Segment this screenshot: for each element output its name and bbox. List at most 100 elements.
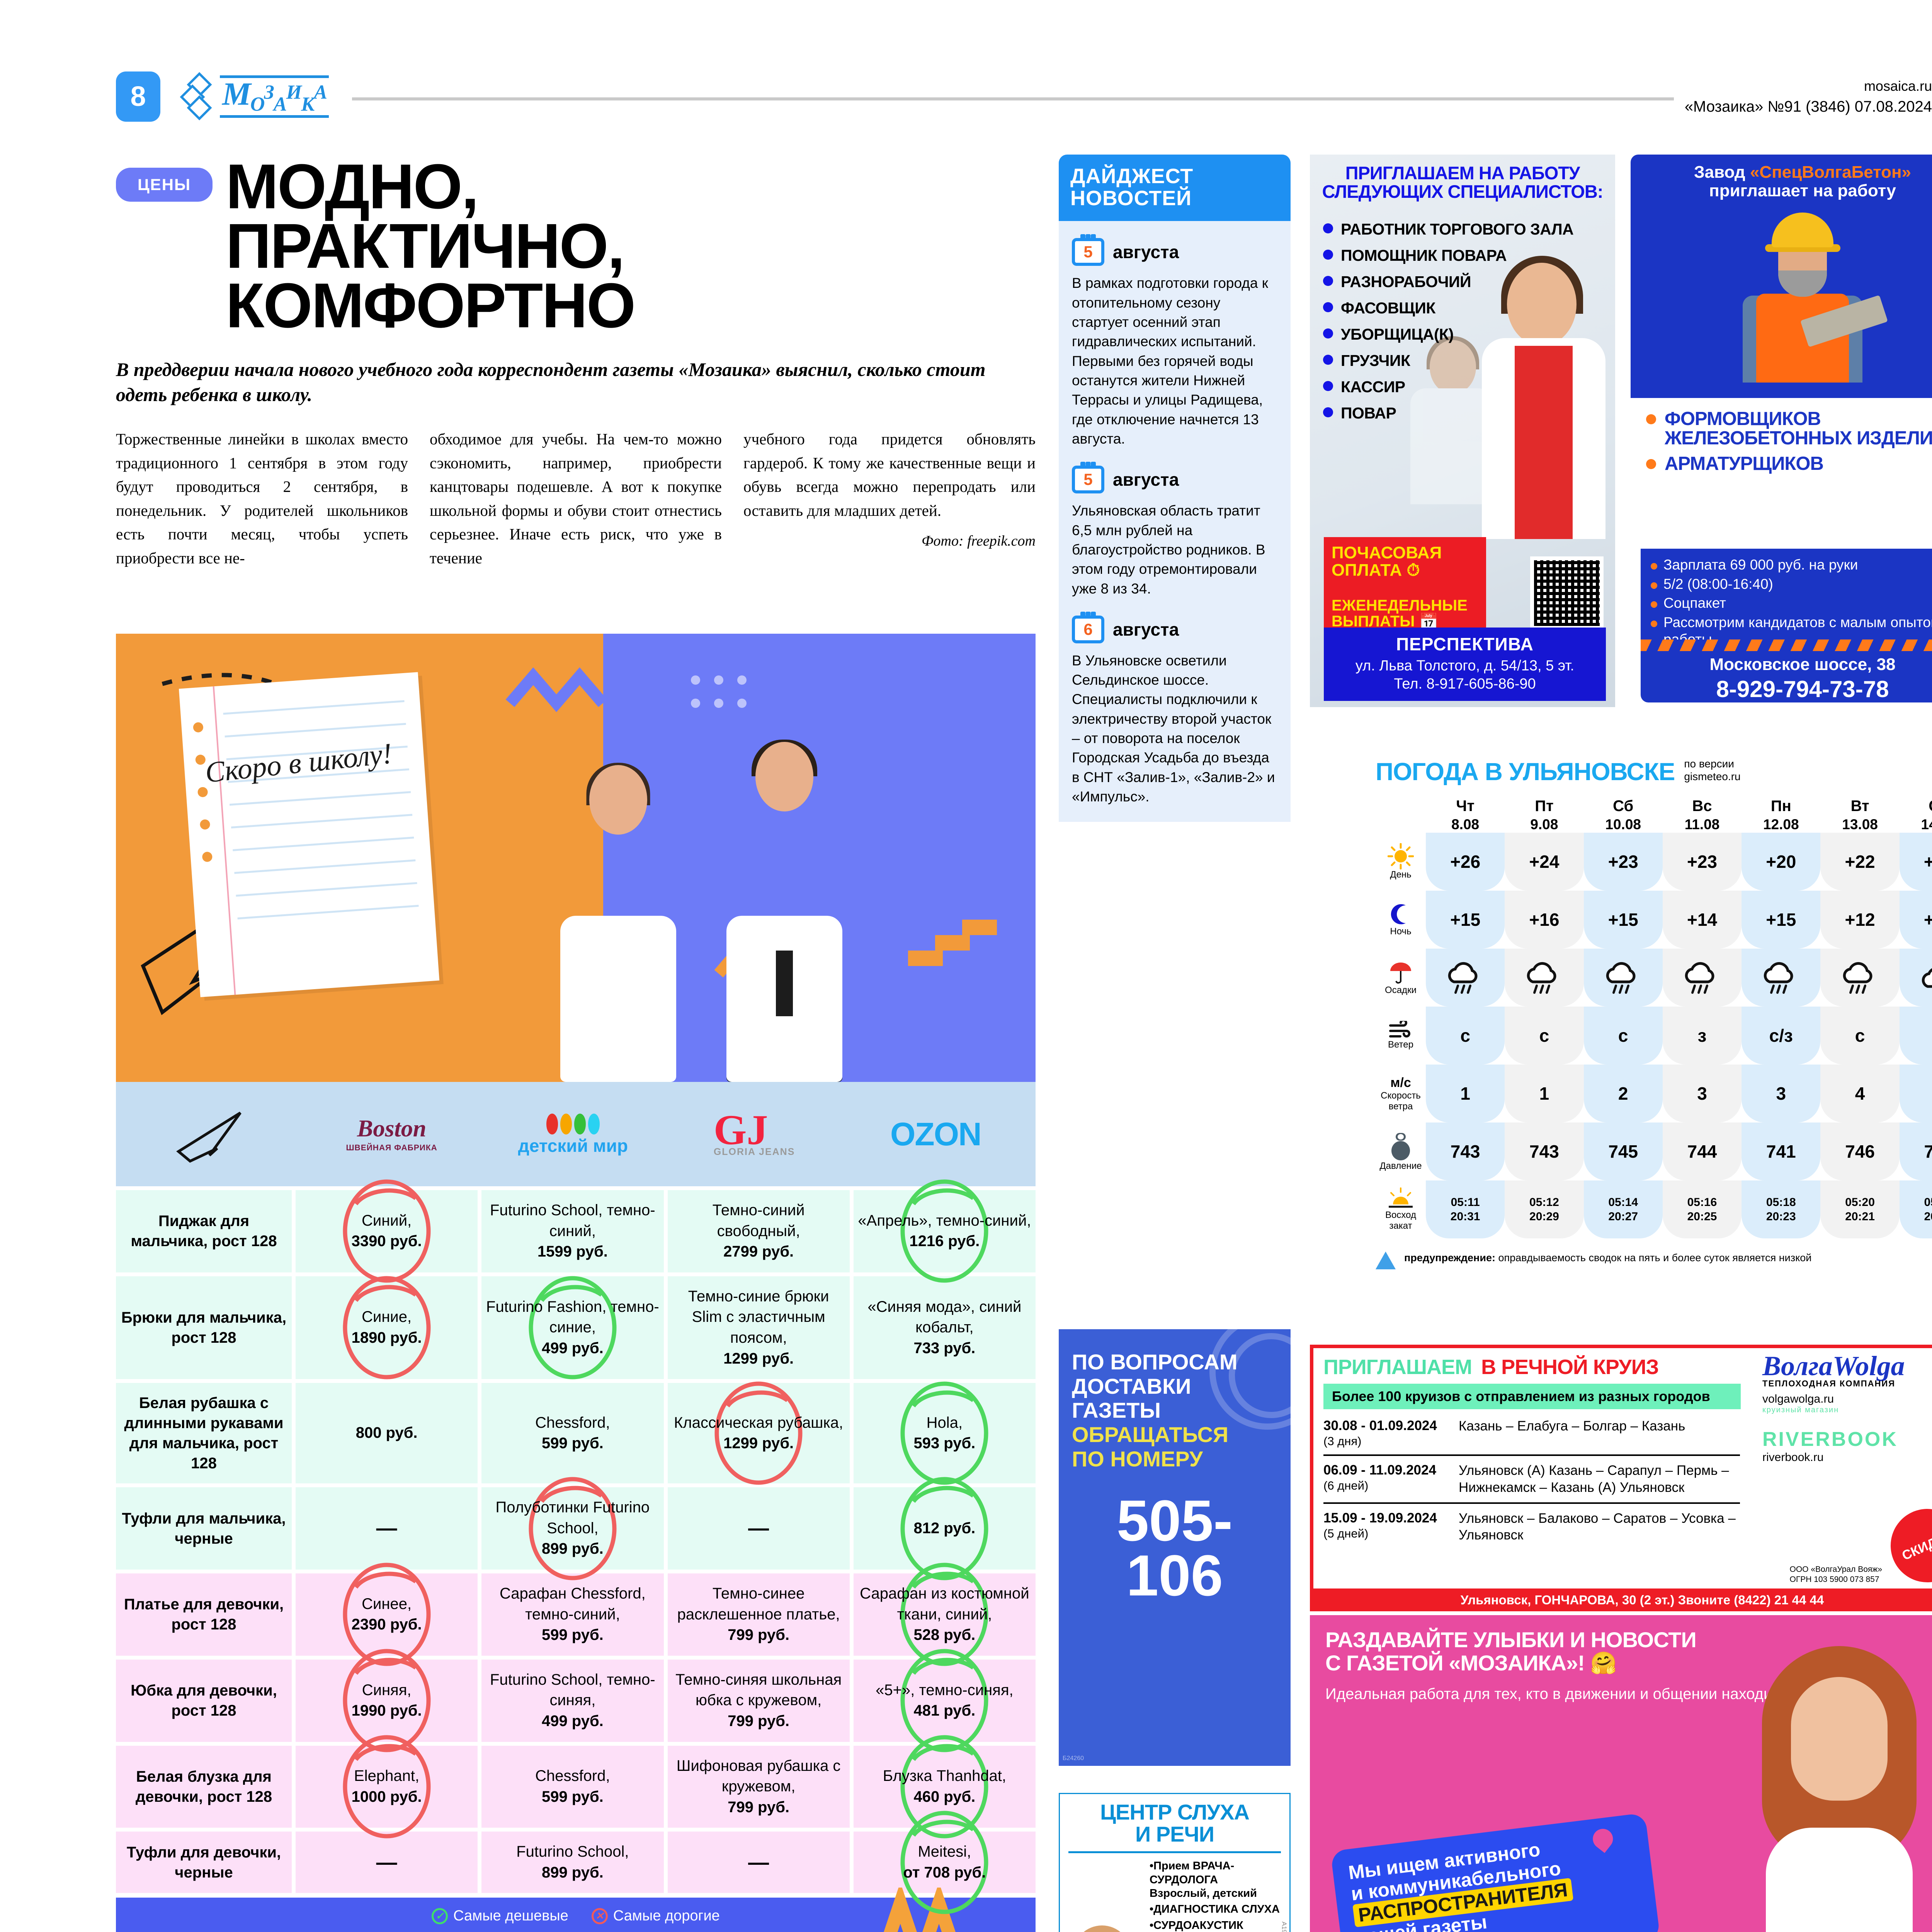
price-comparison-table: Boston ШВЕЙНАЯ ФАБРИКА детский мир GJ GLOR… [116,1082,1036,1932]
weather-row-label: м/с Скорость ветра [1381,1075,1421,1112]
job-position-item: ФАСОВЩИК [1323,299,1573,317]
cruise-row: 15.09 - 19.09.2024 (5 дней) Ульяновск – Ба… [1323,1504,1740,1550]
weather-value: 741 [1742,1122,1821,1181]
riverbook-url[interactable]: riverbook.ru [1762,1451,1824,1464]
bullet-icon [1323,223,1333,235]
weather-row-label: Ночь [1376,891,1426,949]
students-photo [529,703,985,1082]
article-kicker: ЦЕНЫ [116,168,213,202]
weather-value: 747 [1899,1122,1932,1181]
ad-mozaika-distributor[interactable]: РАЗДАВАЙТЕ УЛЫБКИ И НОВОСТИ С ГАЗЕТОЙ «МО… [1310,1615,1932,1932]
weather-warning-label: предупреждение: [1404,1252,1495,1264]
job-position-list: РАБОТНИК ТОРГОВОГО ЗАЛА ПОМОЩНИК ПОВАРА РА… [1323,220,1574,430]
table-cell: Синее, 2390 руб. [296,1563,478,1666]
bullet-icon [1323,302,1333,314]
weather-value: 3 [1742,1065,1821,1123]
weather-value: +12 [1899,891,1932,949]
worker-photo [1406,336,1495,504]
weather-value: 05:11 20:31 [1426,1180,1505,1239]
weather-day-header: Ср14.08 [1921,798,1932,833]
job-contact: ПЕРСПЕКТИВА ул. Льва Толстого, д. 54/13,… [1324,628,1606,701]
qr-code-icon[interactable] [1530,556,1604,630]
bullet-icon [1323,407,1333,419]
table-cell: Chessford, 599 руб. [481,1745,664,1828]
digest-month: августа [1113,469,1179,490]
ad-river-cruise[interactable]: ПРИГЛАШАЕМ В РЕЧНОЙ КРУИЗ Более 100 круиз… [1310,1345,1932,1594]
legend-priciest: Самые дорогие [613,1908,720,1924]
hero-illustration: Скоро в школу! [116,634,1036,1082]
weather-value: 746 [1820,1122,1900,1181]
table-row-label: Белая рубашка с длинными рукавами для ма… [116,1383,292,1484]
weather-value [1899,949,1932,1007]
cross-icon: ✕ [591,1908,608,1924]
weather-value: 05:2120:18 [1899,1180,1932,1239]
job-position-item: ПОВАР [1323,404,1573,422]
ad-delivery-phone[interactable]: ПО ВОПРОСАМ ДОСТАВКИ ГАЗЕТЫ ОБРАЩАТЬСЯ ПО Н… [1059,1329,1291,1766]
table-cell: Синий, 3390 руб. [296,1179,478,1283]
cruise-route: Казань – Елабуга – Болгар – Казань [1459,1418,1685,1434]
cashier-photo [1461,256,1615,539]
mozaika-logo: МОЗАИКА [180,72,329,121]
table-cell: Elephant, 1000 руб. [296,1735,478,1838]
weather-value: +15 [1583,891,1663,949]
table-row: Юбка для девочки, рост 128 Синяя, 1990 руб… [116,1649,1036,1752]
weather-value: +23 [1899,833,1932,891]
cruise-legal: ООО «ВолгаУрал Вояж» ОГРН 103 5900 073 85… [1789,1565,1882,1584]
hearing-service-item: •СУРДОАКУСТИК [1150,1919,1243,1932]
headline-line-1: МОДНО, [226,151,479,222]
news-digest: ДАЙДЖЕСТ НОВОСТЕЙ 5 августа В рамках подгот… [1059,155,1291,822]
brand-logo-gloria-jeans: GJ GLORIA JEANS [713,1106,795,1158]
photo-credit: Фото: freepik.com [921,533,1036,549]
weather-day-header: Чт 8.08 [1451,798,1480,833]
job-position-item: РАЗНОРАБОЧИЙ [1323,273,1573,291]
cruise-banner: Более 100 круизов с отправлением из разн… [1323,1384,1741,1409]
ad-code: Б24260 [1063,1755,1084,1762]
job-company-name: ПЕРСПЕКТИВА [1396,634,1534,654]
speech-bubble: Мы ищем активного и коммуникабельного РА… [1330,1813,1661,1932]
cruise-route: Ульяновск (А) Казань – Сарапул – Пермь –… [1459,1463,1729,1495]
cruise-row: 30.08 - 01.09.2024 (3 дня) Казань – Елабуг… [1323,1412,1740,1456]
table-cell: — [667,1487,850,1570]
weather-value: 05:20 20:21 [1820,1180,1900,1239]
table-cell: — [296,1832,478,1893]
digest-title: ДАЙДЖЕСТ НОВОСТЕЙ [1059,155,1291,221]
paperplane-icon [125,1105,301,1163]
volgawolga-url[interactable]: volgawolga.ru [1762,1392,1834,1405]
digest-body: В Ульяновске осветили Сельдинское шоссе.… [1072,652,1275,805]
ad-perspektiva-jobs[interactable]: ПРИГЛАШАЕМ НА РАБОТУ СЛЕДУЮЩИХ СПЕЦИАЛИСТ… [1310,155,1615,707]
table-cell: Futurino Fashion, темно-синие, 499 руб. [481,1276,664,1379]
brand-logo-boston: Boston ШВЕЙНАЯ ФАБРИКА [346,1115,437,1152]
ad-specvolgabeton[interactable]: Завод «СпецВолгаБетон» приглашает на раб… [1631,155,1932,707]
digest-item: 5 августа Ульяновская область тратит 6,5 м… [1059,449,1291,599]
cruise-brands: ВолгаWolga ТЕПЛОХОДНАЯ КОМПАНИЯ volgawol… [1762,1352,1932,1464]
table-row: Туфли для мальчика, черные — Полуботинки F… [116,1477,1036,1580]
weather-value: 1 [1426,1065,1505,1123]
table-brand-header: Boston ШВЕЙНАЯ ФАБРИКА детский мир GJ GLOR… [116,1082,1036,1186]
weather-row-label: Давление [1376,1122,1426,1180]
delivery-text: ПО ВОПРОСАМ ДОСТАВКИ ГАЗЕТЫ ОБРАЩАТЬСЯ ПО Н… [1072,1350,1238,1471]
masthead-rule [352,97,1674,100]
table-footnote: *Цены указаны без учета бонусов, акций и… [120,1930,1032,1932]
bullet-icon [1651,556,1657,573]
table-row-label: Пиджак для мальчика, рост 128 [116,1190,292,1272]
svb-role-item: АРМАТУРЩИКОВ [1646,454,1932,474]
weather-row-label: Ветер [1376,1007,1426,1065]
page-number: 8 [116,71,160,122]
hearing-title: ЦЕНТР СЛУХА И РЕЧИ [1100,1800,1250,1847]
weather-value: +15 [1426,891,1505,949]
issue-line: «Мозаика» №91 (3846) 07.08.2024 [1684,98,1932,115]
digest-month: августа [1113,619,1179,639]
weather-widget: ПОГОДА В УЛЬЯНОВСКЕ по версии gismeteo.ru… [1376,757,1932,1270]
zigzag-decor-icon [884,1888,956,1932]
weather-value: с [1899,1007,1932,1065]
delivery-phone-number[interactable]: 505- 106 [1116,1488,1233,1608]
svb-phone[interactable]: 8-929-794-73-78 [1716,676,1889,702]
job-phone[interactable]: Тел. 8-917-605-86-90 [1394,676,1536,692]
table-row-label: Платье для девочки, рост 128 [116,1573,292,1656]
smiling-woman-photo [1719,1646,1932,1932]
discount-badge: СКИДКИ [1879,1497,1932,1594]
table-cell: Темно-синий свободный, 2799 руб. [667,1190,850,1272]
ad-hearing-center[interactable]: ЦЕНТР СЛУХА И РЕЧИ •Прием ВРАЧА-СУРДОЛОГА… [1059,1793,1291,1932]
hearing-service-item: •Прием ВРАЧА-СУРДОЛОГА Взрослый, детский [1150,1860,1257,1900]
weather-value: 745 [1583,1122,1663,1181]
